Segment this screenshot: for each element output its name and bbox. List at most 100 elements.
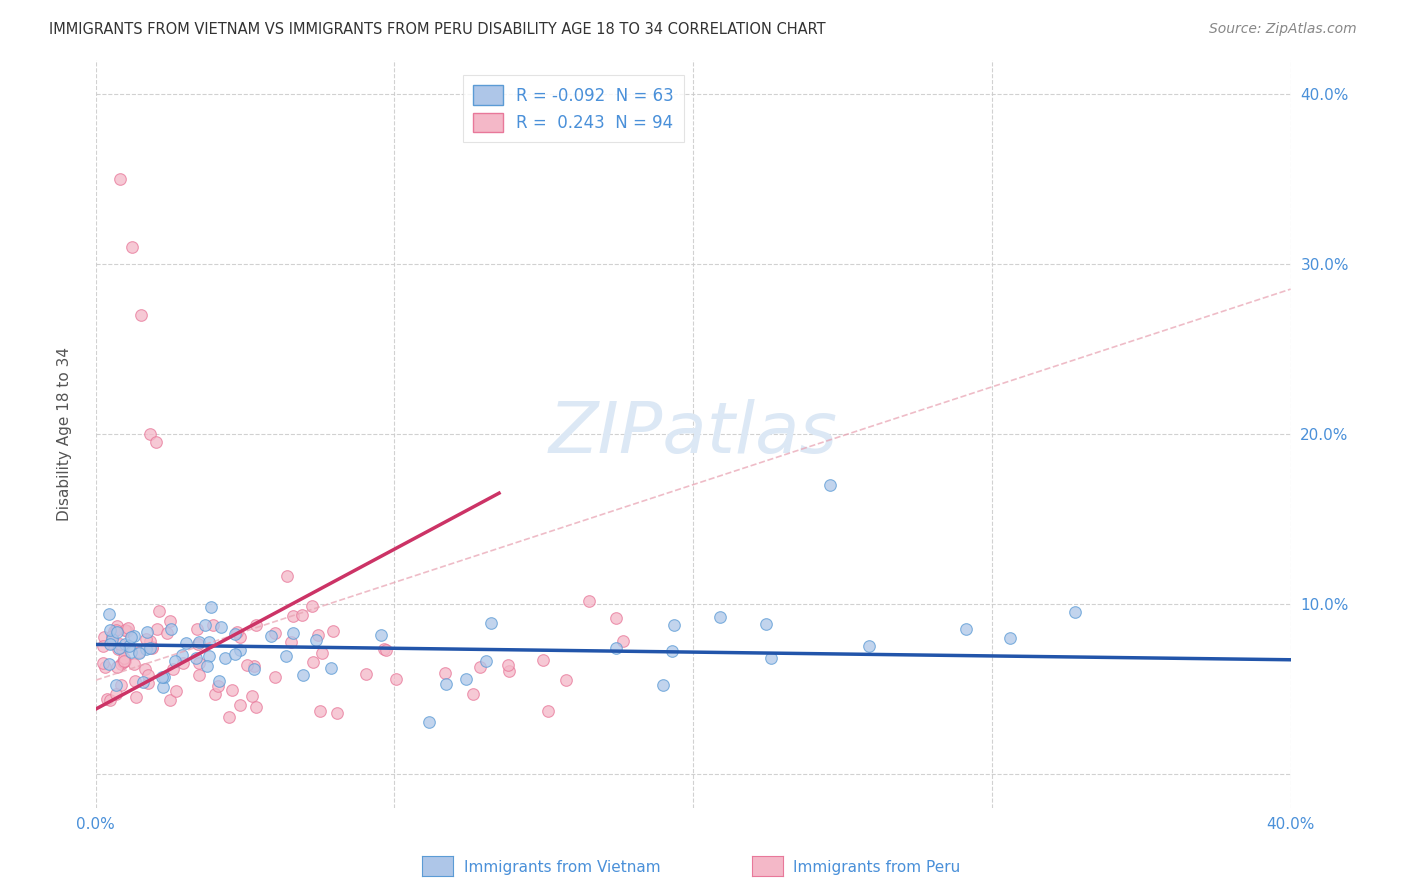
Point [531, 652, 554, 666]
Point [468, 659, 491, 673]
Point [101, 629, 124, 643]
Point [120, 630, 142, 644]
Point [1063, 605, 1085, 619]
Point [498, 664, 520, 678]
Point [291, 607, 314, 622]
Point [236, 658, 259, 673]
Point [94, 660, 117, 674]
Point [204, 687, 226, 701]
Point [110, 657, 132, 671]
Point [292, 668, 315, 682]
Point [302, 655, 325, 669]
Text: IMMIGRANTS FROM VIETNAM VS IMMIGRANTS FROM PERU DISABILITY AGE 18 TO 34 CORRELAT: IMMIGRANTS FROM VIETNAM VS IMMIGRANTS FR… [49, 22, 825, 37]
Point [108, 640, 131, 655]
Point [98, 657, 121, 672]
Point [200, 600, 222, 615]
Point [159, 614, 181, 628]
Point [105, 619, 128, 633]
Point [108, 637, 131, 651]
Point [103, 624, 125, 639]
Point [229, 630, 252, 644]
Point [136, 625, 159, 640]
Point [242, 662, 264, 676]
Point [475, 654, 498, 668]
Point [122, 629, 145, 643]
Point [578, 594, 600, 608]
Point [319, 660, 342, 674]
Point [264, 670, 287, 684]
Point [309, 705, 332, 719]
Point [160, 622, 183, 636]
Point [456, 672, 478, 686]
Point [134, 662, 156, 676]
Point [605, 611, 627, 625]
Point [107, 642, 129, 657]
Point [322, 624, 344, 638]
Point [326, 706, 349, 720]
Point [91, 656, 114, 670]
Point [98, 693, 121, 707]
Point [193, 618, 215, 632]
Point [240, 689, 263, 703]
Point [124, 674, 146, 689]
Point [112, 650, 135, 665]
Point [93, 639, 115, 653]
Point [218, 710, 240, 724]
Point [114, 654, 136, 668]
Point [198, 649, 221, 664]
Point [281, 609, 304, 624]
Point [104, 623, 127, 637]
Point [156, 626, 179, 640]
Point [93, 630, 115, 644]
Point [652, 677, 675, 691]
Point [96, 691, 118, 706]
Point [145, 435, 167, 450]
Point [122, 657, 145, 671]
Point [612, 634, 634, 648]
Y-axis label: Disability Age 18 to 34: Disability Age 18 to 34 [58, 347, 72, 521]
Point [661, 644, 683, 658]
Point [141, 640, 163, 654]
Point [184, 651, 207, 665]
Point [214, 650, 236, 665]
Point [354, 666, 377, 681]
Point [187, 668, 209, 682]
Point [188, 656, 211, 670]
Point [759, 651, 782, 665]
Text: ZIPatlas: ZIPatlas [548, 399, 838, 468]
Point [128, 646, 150, 660]
Point [858, 639, 880, 653]
Point [818, 477, 841, 491]
Point [537, 704, 560, 718]
Point [165, 684, 187, 698]
Point [311, 646, 333, 660]
Point [243, 659, 266, 673]
Point [97, 607, 120, 622]
Point [186, 622, 208, 636]
Point [280, 635, 302, 649]
Point [104, 678, 127, 692]
Point [245, 617, 267, 632]
Point [120, 645, 142, 659]
Point [136, 676, 159, 690]
Point [129, 308, 152, 322]
Point [305, 632, 328, 647]
Point [112, 654, 135, 668]
Point [301, 599, 323, 613]
Point [434, 677, 457, 691]
Text: Immigrants from Vietnam: Immigrants from Vietnam [464, 860, 661, 874]
Point [709, 610, 731, 624]
Point [664, 618, 686, 632]
Point [125, 690, 148, 704]
Point [496, 657, 519, 672]
Point [138, 641, 160, 656]
Point [605, 641, 627, 656]
Point [148, 604, 170, 618]
Point [114, 623, 136, 637]
Point [207, 679, 229, 693]
Point [170, 648, 193, 662]
Point [174, 636, 197, 650]
Point [260, 629, 283, 643]
Point [172, 656, 194, 670]
Point [479, 615, 502, 630]
